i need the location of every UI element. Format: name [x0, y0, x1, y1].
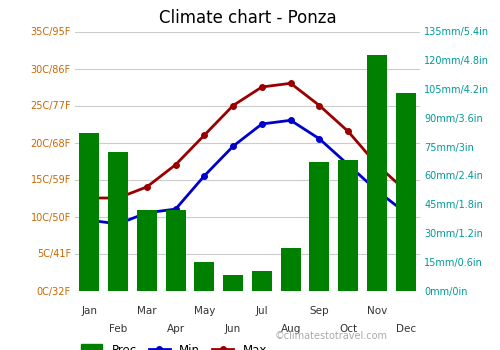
Text: Sep: Sep [310, 306, 329, 316]
Text: ©climatestotravel.com: ©climatestotravel.com [275, 331, 388, 341]
Bar [194, 262, 214, 290]
Legend: Prec, Min, Max: Prec, Min, Max [81, 344, 267, 350]
Bar [310, 162, 330, 290]
Text: Nov: Nov [367, 306, 387, 316]
Text: Jul: Jul [256, 306, 268, 316]
Bar [280, 248, 300, 290]
Bar [166, 210, 186, 290]
Title: Climate chart - Ponza: Climate chart - Ponza [158, 9, 336, 27]
Bar [252, 271, 272, 290]
Text: Oct: Oct [339, 324, 357, 334]
Text: Aug: Aug [280, 324, 301, 334]
Bar [137, 210, 157, 290]
Text: Dec: Dec [396, 324, 415, 334]
Bar [80, 133, 100, 290]
Bar [367, 55, 387, 290]
Text: Jan: Jan [82, 306, 98, 316]
Text: Apr: Apr [166, 324, 184, 334]
Bar [108, 152, 128, 290]
Bar [223, 275, 243, 290]
Text: Mar: Mar [137, 306, 156, 316]
Text: Feb: Feb [109, 324, 127, 334]
Text: May: May [194, 306, 215, 316]
Bar [396, 93, 415, 290]
Bar [338, 160, 358, 290]
Text: Jun: Jun [225, 324, 241, 334]
